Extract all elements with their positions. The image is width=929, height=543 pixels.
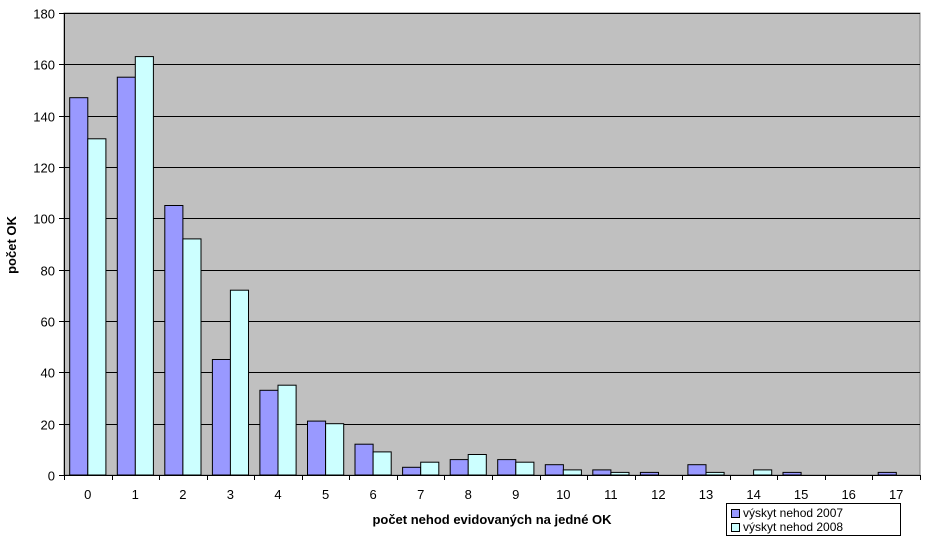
bar-2007-0	[69, 97, 89, 476]
x-tick-label: 12	[651, 487, 665, 502]
y-tick-label: 0	[48, 469, 55, 484]
y-tick-label: 80	[41, 264, 55, 279]
x-tick-label: 6	[369, 487, 376, 502]
bar-2008-10	[562, 469, 582, 476]
bar-2007-6	[354, 443, 374, 476]
legend: výskyt nehod 2007 výskyt nehod 2008	[726, 503, 901, 536]
x-tick-label: 13	[699, 487, 713, 502]
x-tick-label: 15	[794, 487, 808, 502]
x-tick-label: 5	[322, 487, 329, 502]
x-axis-title: počet nehod evidovaných na jedné OK	[372, 512, 612, 527]
x-tick-label: 4	[274, 487, 281, 502]
legend-item-2008: výskyt nehod 2008	[731, 520, 900, 534]
legend-swatch-2008	[731, 522, 740, 532]
bar-2007-10	[544, 464, 564, 476]
legend-swatch-2007	[731, 508, 740, 518]
y-tick-label: 60	[41, 315, 55, 330]
x-tick-label: 10	[556, 487, 570, 502]
x-tick-label: 1	[132, 487, 139, 502]
bar-2008-9	[515, 461, 535, 476]
bars	[69, 56, 897, 476]
bar-2008-7	[420, 461, 440, 476]
bar-2007-9	[497, 459, 517, 476]
bar-2007-13	[687, 464, 707, 476]
legend-label-2008: výskyt nehod 2008	[743, 520, 844, 534]
x-tick-labels: 0 1 2 3 4 5 6 7 8 9 10 11 12 13 14 15 16 17	[84, 487, 903, 502]
y-tick-label: 160	[33, 58, 55, 73]
axes	[59, 13, 921, 480]
y-tick-label: 140	[33, 110, 55, 125]
x-tick-label: 17	[889, 487, 903, 502]
bar-2007-8	[449, 459, 469, 476]
y-tick-label: 40	[41, 366, 55, 381]
plot-area	[63, 12, 921, 476]
legend-label-2007: výskyt nehod 2007	[743, 506, 844, 520]
bar-2007-17	[877, 471, 897, 476]
bar-2007-5	[307, 420, 327, 476]
bar-2008-6	[372, 451, 392, 476]
y-tick-labels: 0 20 40 60 80 100 120 140 160 180	[33, 7, 55, 484]
bar-2007-7	[402, 466, 422, 476]
bar-2007-15	[782, 471, 802, 476]
bar-2008-1	[134, 56, 154, 476]
bar-2007-11	[592, 469, 612, 476]
y-tick-label: 100	[33, 212, 55, 227]
bar-2007-1	[116, 76, 136, 476]
bar-2007-3	[211, 359, 231, 476]
bar-2008-11	[610, 471, 630, 476]
y-axis-title: počet OK	[4, 216, 19, 274]
y-tick-label: 20	[41, 418, 55, 433]
bar-2008-4	[277, 384, 297, 476]
y-tick-label: 120	[33, 161, 55, 176]
bar-2008-2	[182, 238, 202, 476]
x-tick-label: 16	[841, 487, 855, 502]
x-tick-label: 8	[465, 487, 472, 502]
x-tick-label: 0	[84, 487, 91, 502]
bar-2007-4	[259, 389, 279, 476]
bar-2008-8	[467, 454, 487, 476]
legend-item-2007: výskyt nehod 2007	[731, 506, 900, 520]
x-tick-label: 14	[746, 487, 760, 502]
bar-2008-13	[705, 471, 725, 476]
bar-2007-12	[639, 471, 660, 476]
x-tick-label: 2	[179, 487, 186, 502]
x-tick-label: 7	[417, 487, 424, 502]
bar-2008-0	[87, 138, 107, 476]
x-tick-label: 9	[512, 487, 519, 502]
bar-2007-2	[164, 205, 184, 476]
gridlines	[64, 13, 920, 425]
bar-2008-3	[229, 289, 249, 476]
x-tick-label: 3	[227, 487, 234, 502]
bar-2008-14	[753, 469, 773, 476]
y-tick-label: 180	[33, 7, 55, 22]
x-tick-label: 11	[604, 487, 618, 502]
bar-2008-5	[325, 423, 345, 476]
